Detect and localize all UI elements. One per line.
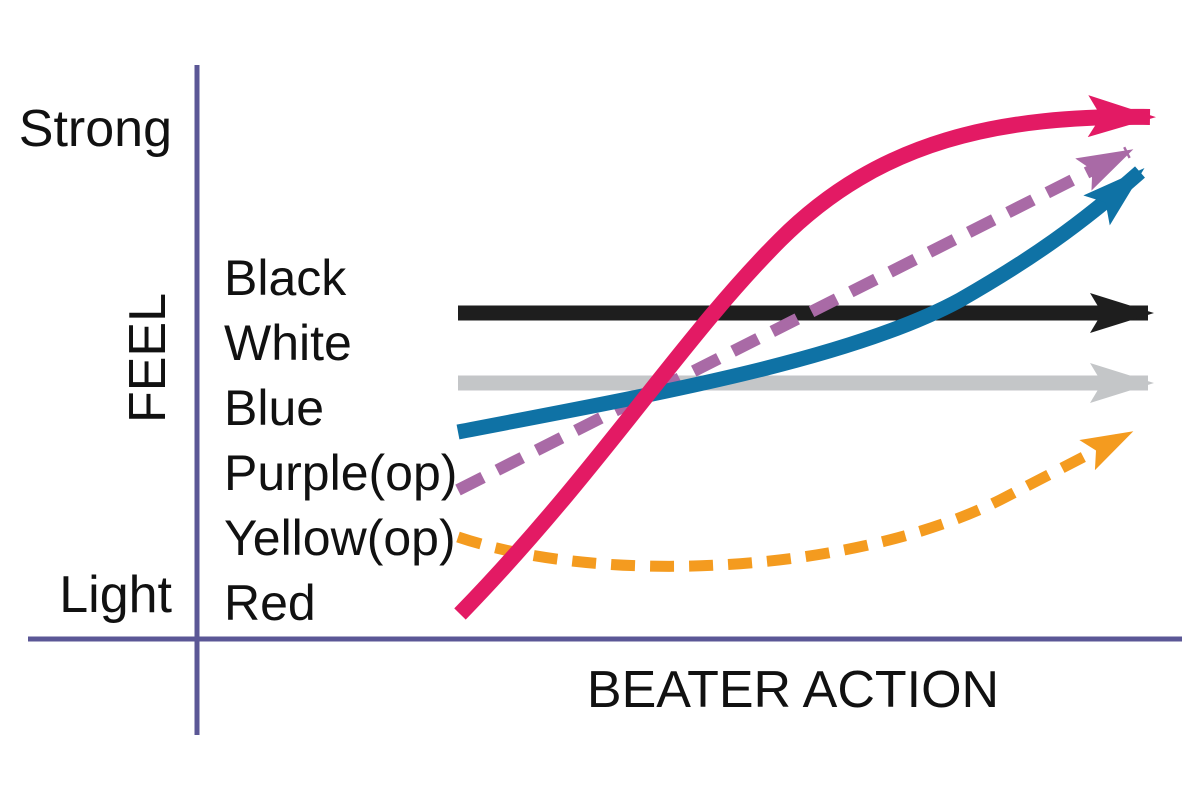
series-yellow-arrow: [456, 429, 1134, 572]
legend-label-red: Red: [224, 575, 316, 631]
legend-label-yellow: Yellow(op): [224, 510, 456, 566]
x-axis-title: BEATER ACTION: [587, 661, 999, 719]
series-red-arrow: [454, 95, 1156, 620]
legend-label-blue: Blue: [224, 380, 324, 436]
legend-label-white: White: [224, 315, 352, 371]
y-axis-bottom-label: Light: [59, 566, 172, 624]
legend-label-black: Black: [224, 250, 347, 306]
series-blue-arrow: [456, 166, 1145, 440]
legend-label-purple: Purple(op): [224, 445, 457, 501]
y-axis-top-label: Strong: [19, 100, 172, 158]
series-purple-arrow: [455, 146, 1134, 496]
y-axis-title: FEEL: [119, 293, 177, 423]
